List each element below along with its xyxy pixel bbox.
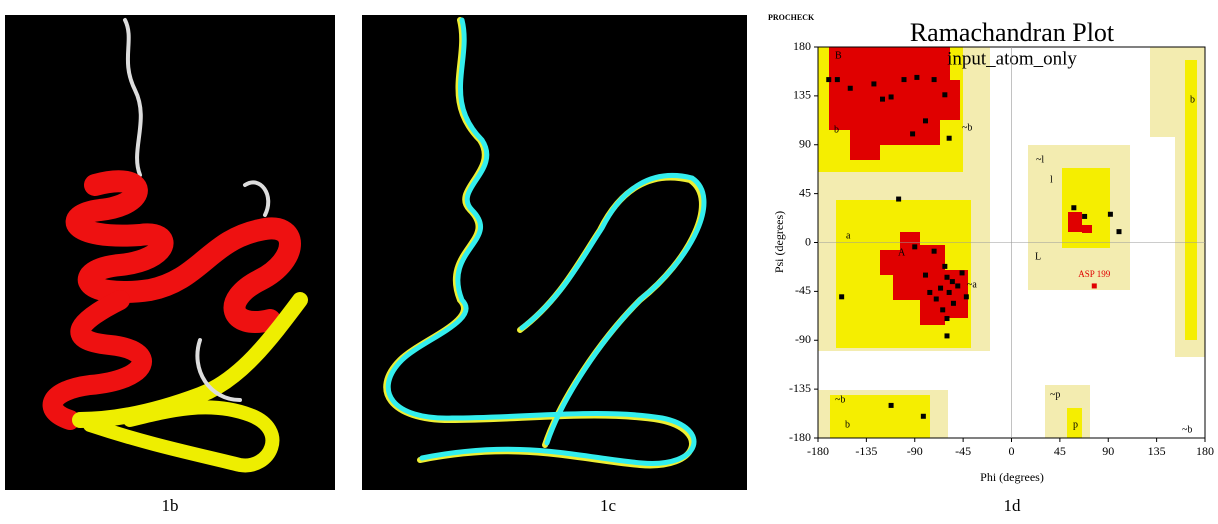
point [944, 274, 950, 280]
point [944, 316, 950, 322]
point [955, 283, 961, 289]
point [923, 272, 928, 278]
y-tick-label: 135 [793, 88, 811, 102]
point [940, 307, 946, 313]
region-label: b [1190, 94, 1195, 105]
region-label: ~l [1036, 154, 1044, 165]
point [880, 96, 885, 102]
x-tick-label: 135 [1148, 444, 1166, 458]
panel-label: 1c [600, 496, 617, 515]
point [912, 244, 918, 250]
point [914, 74, 920, 80]
point [901, 77, 907, 83]
highlight-point [1091, 283, 1097, 289]
x-tick-label: 45 [1054, 444, 1066, 458]
y-tick-label: 0 [805, 234, 811, 248]
region-label: ~b [1182, 424, 1192, 435]
point [847, 85, 853, 91]
x-tick-label: -180 [807, 444, 829, 458]
point [942, 263, 948, 269]
point [942, 92, 948, 98]
point [933, 296, 939, 302]
point [927, 289, 933, 295]
point [931, 77, 937, 83]
x-tick-label: -135 [855, 444, 877, 458]
region-label: l [1050, 174, 1053, 185]
point [1071, 205, 1077, 211]
region-label: b [834, 124, 839, 135]
x-tick-label: 90 [1102, 444, 1114, 458]
region-label: ~b [835, 394, 845, 405]
region-label: L [1035, 251, 1041, 262]
y-tick-label: -180 [789, 430, 811, 444]
point [888, 402, 894, 408]
point [959, 270, 965, 276]
point [949, 279, 955, 285]
point [923, 118, 928, 124]
point [1116, 229, 1122, 235]
y-tick-label: -45 [795, 283, 811, 297]
region-label: a [846, 230, 851, 241]
region-label: B [835, 50, 842, 61]
region-label: ~p [1050, 389, 1060, 400]
y-tick-label: 180 [793, 39, 811, 53]
point [920, 413, 926, 419]
y-axis-label: Psi (degrees) [772, 211, 786, 273]
point [944, 333, 950, 339]
point [888, 94, 894, 100]
trace-model-1c [383, 17, 707, 469]
point [871, 81, 877, 87]
point [938, 285, 944, 291]
point [839, 294, 845, 300]
x-tick-label: -45 [955, 444, 971, 458]
point [834, 77, 840, 83]
region-label: b [845, 419, 850, 430]
y-tick-label: -135 [789, 381, 811, 395]
chart-subtitle: input_atom_only [947, 48, 1077, 69]
region-label: p [1073, 419, 1078, 430]
region-label: ~a [967, 279, 977, 290]
point [1082, 213, 1088, 219]
brand: PROCHECK [768, 13, 815, 22]
y-tick-label: 45 [799, 185, 811, 199]
ramachandran-regions [818, 47, 1205, 438]
region-label: A [898, 247, 906, 258]
point [946, 289, 952, 295]
point [963, 294, 969, 300]
x-tick-label: 180 [1196, 444, 1214, 458]
x-tick-label: -90 [907, 444, 923, 458]
x-axis-label: Phi (degrees) [980, 470, 1044, 484]
region-label: ~b [962, 122, 972, 133]
y-tick-label: 90 [799, 137, 811, 151]
y-tick-label: -90 [795, 332, 811, 346]
point [826, 77, 832, 83]
panel-label: 1b [162, 496, 179, 515]
point [1107, 211, 1113, 217]
x-tick-label: 0 [1009, 444, 1015, 458]
ribbon-model-1b [42, 18, 308, 473]
point [910, 131, 916, 137]
chart-title: Ramachandran Plot [910, 18, 1115, 47]
point [931, 248, 937, 254]
panel-label: 1d [1004, 496, 1022, 515]
highlight-label: ASP 199 [1078, 269, 1110, 279]
point [946, 135, 952, 141]
point [950, 300, 956, 306]
point [896, 196, 902, 202]
